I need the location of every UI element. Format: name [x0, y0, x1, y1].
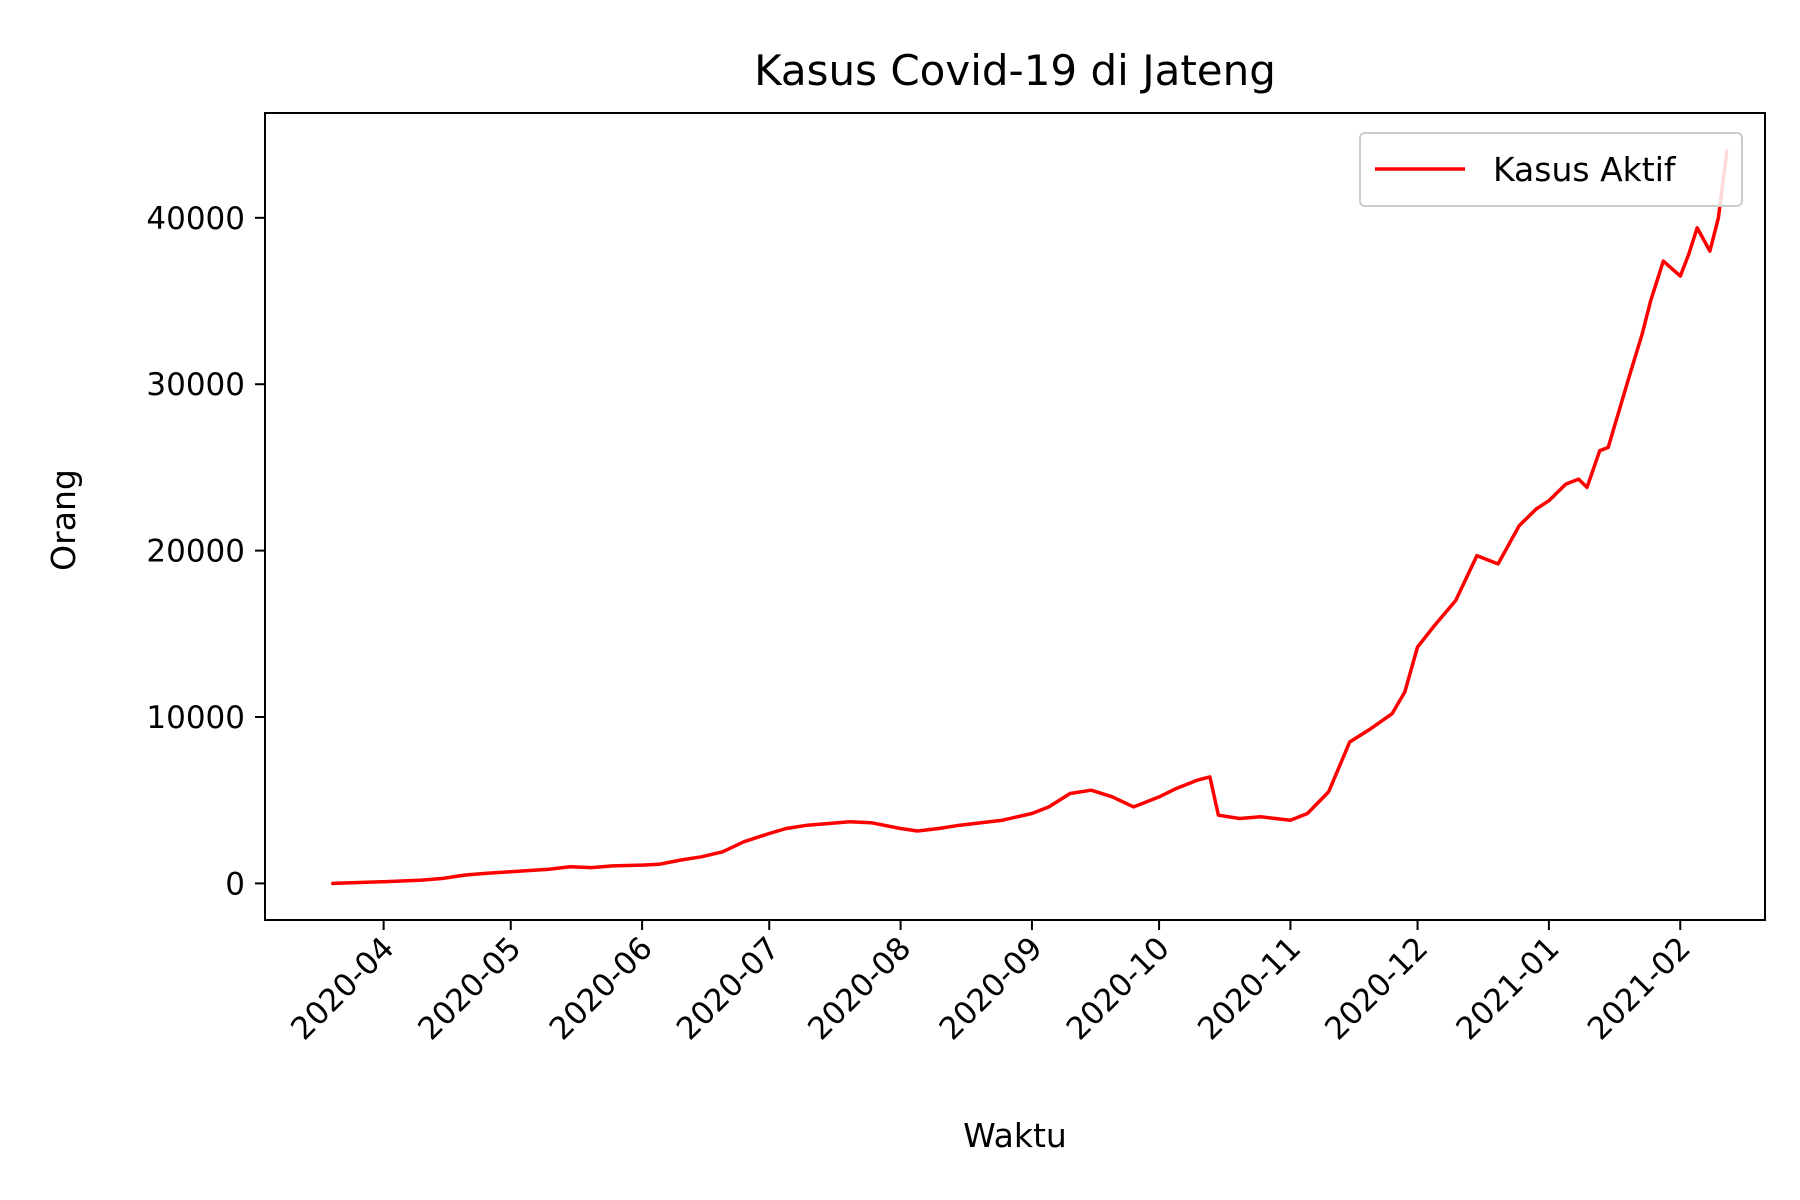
x-tick-label: 2020-09: [933, 930, 1050, 1047]
legend: Kasus Aktif: [1359, 132, 1743, 207]
y-axis-ticks: 0 10000 20000 30000 40000: [146, 201, 265, 902]
x-tick-label: 2021-02: [1581, 930, 1698, 1047]
y-tick-label: 30000: [146, 367, 245, 403]
x-axis-ticks: 2020-04 2020-05 2020-06 2020-07 2020-08 2020-…: [284, 920, 1698, 1047]
legend-label-kasus-aktif: Kasus Aktif: [1493, 150, 1677, 189]
x-tick-label: 2020-12: [1318, 930, 1435, 1047]
series-layer: [331, 149, 1729, 886]
y-tick-label: 10000: [146, 700, 245, 736]
y-tick-label: 0: [225, 866, 245, 902]
y-tick-label: 40000: [146, 201, 245, 237]
x-tick-label: 2020-10: [1060, 930, 1177, 1047]
series-line-kasus-aktif: [331, 149, 1729, 886]
x-tick-label: 2020-08: [801, 930, 918, 1047]
y-tick-label: 20000: [146, 534, 245, 570]
x-tick-label: 2020-05: [411, 930, 528, 1047]
x-tick-label: 2020-11: [1191, 930, 1308, 1047]
legend-box: [1359, 132, 1743, 207]
x-axis-label: Waktu: [963, 1116, 1067, 1155]
x-tick-label: 2020-04: [284, 930, 401, 1047]
plot-area-frame: [264, 112, 1766, 921]
x-tick-label: 2020-07: [670, 930, 787, 1047]
y-axis-label: Orang: [44, 469, 83, 571]
x-tick-label: 2021-01: [1450, 930, 1567, 1047]
x-tick-label: 2020-06: [543, 930, 660, 1047]
chart-title: Kasus Covid-19 di Jateng: [754, 46, 1276, 95]
